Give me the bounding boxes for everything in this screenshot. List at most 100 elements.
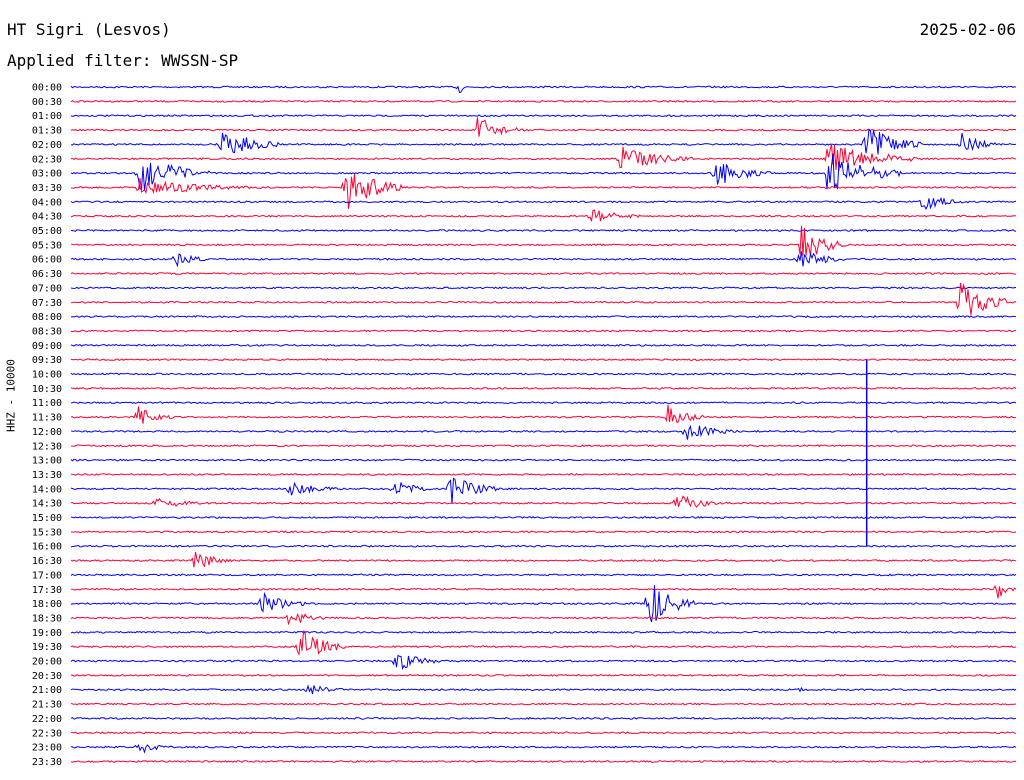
trace-row [70,760,1017,763]
time-tick-label: 16:00 [32,542,62,553]
time-tick-label: 10:30 [32,384,62,395]
trace-row [71,731,1017,735]
time-tick-label: 04:00 [32,197,62,208]
time-tick-label: 11:00 [32,398,62,409]
time-tick-label: 06:00 [32,255,62,266]
time-tick-label: 06:30 [32,269,62,280]
station-title: HT Sigri (Lesvos) [7,20,171,39]
time-tick-label: 22:00 [32,714,62,725]
trace-row [70,401,1017,405]
trace-row [70,630,1017,656]
trace-row [70,404,1017,424]
trace-row [70,613,1017,626]
trace-row [70,551,1017,568]
trace-row [70,358,1017,362]
time-tick-label: 23:30 [32,757,62,768]
time-tick-label: 15:30 [32,527,62,538]
trace-row [70,585,1017,623]
trace-row [70,424,1017,440]
time-tick-label: 18:00 [32,599,62,610]
trace-row [70,225,1017,256]
time-tick-label: 15:00 [32,513,62,524]
time-tick-label: 13:30 [32,470,62,481]
time-tick-label: 12:00 [32,427,62,438]
trace-row [70,315,1017,319]
time-tick-label: 08:00 [32,312,62,323]
trace-row [70,196,1017,211]
time-tick-label: 17:00 [32,570,62,581]
time-tick-label: 02:30 [32,154,62,165]
time-tick-label: 18:30 [32,613,62,624]
trace-row [70,117,1017,137]
trace-row [70,386,1017,390]
time-tick-label: 20:30 [32,671,62,682]
time-tick-label: 03:00 [32,169,62,180]
trace-row [70,716,1017,720]
time-tick-label: 05:30 [32,240,62,251]
time-tick-label: 09:30 [32,355,62,366]
time-tick-label: 11:30 [32,413,62,424]
date-label: 2025-02-06 [919,20,1016,39]
trace-row [71,444,1017,448]
trace-row [70,286,1017,290]
trace-row [70,473,1017,476]
trace-row [71,673,1017,677]
time-tick-label: 16:30 [32,556,62,567]
time-tick-label: 01:00 [32,111,62,122]
trace-row [70,282,1017,316]
trace-row [70,477,1017,504]
trace-row [70,174,1017,209]
time-tick-label: 10:00 [32,370,62,381]
time-tick-label: 19:00 [32,628,62,639]
trace-row [70,584,1017,599]
time-tick-label: 21:30 [32,700,62,711]
trace-row [70,329,1017,333]
trace-row [70,544,1017,548]
trace-row [70,654,1017,671]
trace-row [70,153,1017,191]
time-tick-label: 00:30 [32,97,62,108]
trace-row [70,229,1017,232]
filter-label: Applied filter: WWSSN-SP [7,51,239,70]
trace-row [70,684,1017,695]
trace-row [70,251,1017,268]
time-tick-label: 13:00 [32,456,62,467]
trace-row [70,630,1017,634]
trace-row [70,128,1017,155]
trace-row [70,458,1017,462]
trace-row [70,530,1017,534]
trace-row [70,99,1017,103]
time-tick-label: 23:00 [32,743,62,754]
time-tick-label: 14:00 [32,484,62,495]
trace-row [70,114,1017,118]
time-tick-label: 04:30 [32,212,62,223]
time-tick-label: 14:30 [32,499,62,510]
time-tick-label: 08:30 [32,326,62,337]
trace-row [70,209,1017,222]
trace-row [70,516,1017,519]
trace-row [70,272,1017,275]
time-tick-label: 07:30 [32,298,62,309]
trace-row [70,495,1017,508]
trace-row [70,744,1017,754]
trace-row [70,702,1016,706]
trace-row [70,372,1017,376]
trace-row [70,343,1017,347]
time-tick-label: 20:00 [32,657,62,668]
trace-row [70,85,1017,94]
trace-row [70,143,1017,171]
time-tick-label: 03:30 [32,183,62,194]
time-tick-label: 19:30 [32,642,62,653]
time-tick-label: 07:00 [32,283,62,294]
time-tick-label: 21:00 [32,685,62,696]
trace-row [70,573,1017,577]
time-tick-label: 01:30 [32,126,62,137]
time-tick-label: 22:30 [32,728,62,739]
time-tick-label: 17:30 [32,585,62,596]
time-tick-label: 05:00 [32,226,62,237]
time-tick-label: 00:00 [32,83,62,94]
time-tick-label: 09:00 [32,341,62,352]
time-tick-label: 12:30 [32,441,62,452]
time-tick-label: 02:00 [32,140,62,151]
